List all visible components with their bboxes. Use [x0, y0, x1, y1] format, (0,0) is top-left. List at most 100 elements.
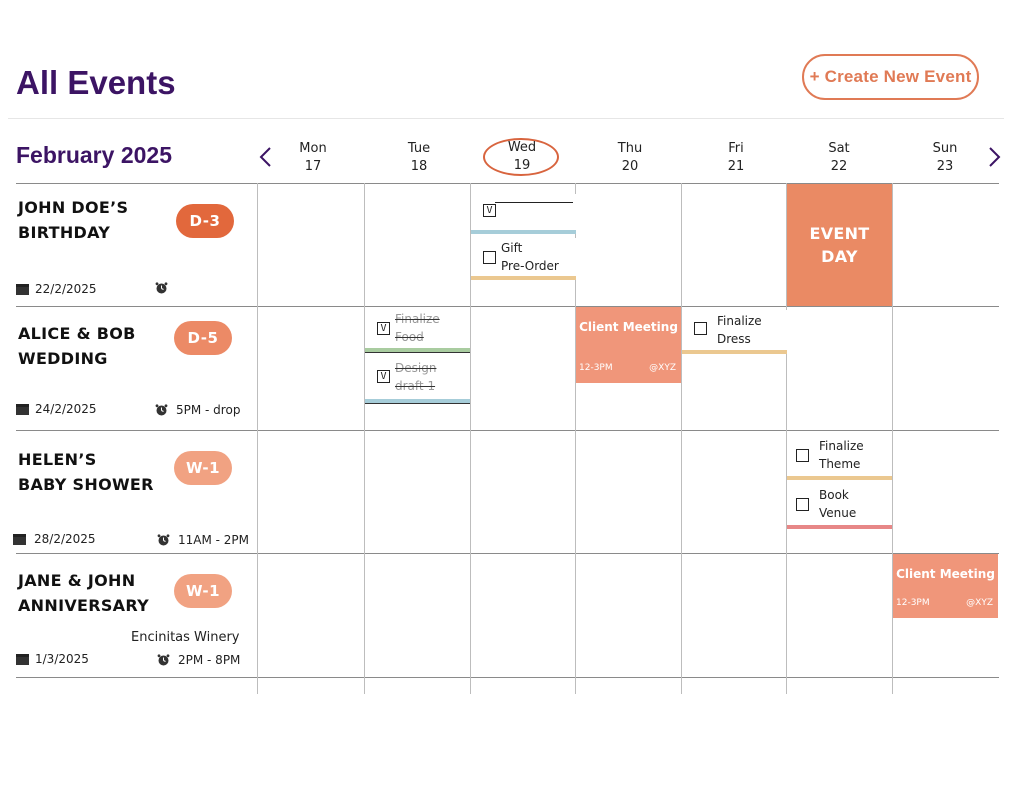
- day-header-wed[interactable]: Wed 19: [482, 139, 562, 175]
- grid-col-line: [681, 183, 682, 694]
- day-header-sun[interactable]: Sun 23: [905, 140, 985, 176]
- countdown-badge: D-5: [174, 321, 232, 355]
- day-number: 21: [727, 159, 745, 174]
- calendar-icon: [16, 284, 29, 295]
- page-title: All Events: [16, 64, 176, 101]
- grid-col-line: [257, 183, 258, 694]
- task-text: Finalize Dress: [717, 314, 762, 346]
- calendar-icon: [16, 404, 29, 415]
- grid-row-line: [16, 553, 999, 554]
- day-name: Tue: [407, 141, 431, 156]
- task-card[interactable]: V Finalize Food: [365, 310, 470, 353]
- task-checkbox[interactable]: [483, 251, 496, 264]
- grid-row-line: [16, 306, 999, 307]
- event-name[interactable]: JANE & JOHN ANNIVERSARY: [18, 571, 149, 615]
- event-date: 22/2/2025: [16, 282, 97, 296]
- day-number: 19: [513, 158, 531, 173]
- task-checkbox[interactable]: [694, 322, 707, 335]
- task-checkbox[interactable]: [796, 449, 809, 462]
- day-header-mon[interactable]: Mon 17: [273, 140, 353, 176]
- meeting-card[interactable]: Client Meeting 12-3PM @XYZ: [576, 307, 681, 383]
- day-name: Sun: [932, 141, 958, 156]
- task-text: Finalize Food: [395, 312, 440, 344]
- task-text: Book Venue: [819, 488, 857, 520]
- grid-col-line: [575, 183, 576, 694]
- task-card[interactable]: Gift Pre-Order: [471, 238, 576, 280]
- next-week-chevron-icon[interactable]: [982, 144, 1006, 170]
- day-name: Mon: [299, 141, 327, 156]
- task-color-bar: [682, 350, 787, 354]
- day-number: 20: [621, 159, 639, 174]
- prev-week-chevron-icon[interactable]: [254, 144, 278, 170]
- task-card[interactable]: Book Venue: [787, 484, 892, 529]
- event-day-block[interactable]: EVENT DAY: [787, 184, 892, 306]
- meeting-time: 12-3PM: [579, 363, 613, 373]
- day-header-fri[interactable]: Fri 21: [696, 140, 776, 176]
- task-color-bar: [365, 348, 470, 352]
- calendar-icon: [16, 654, 29, 665]
- event-time-text: 11AM - 2PM: [178, 533, 250, 547]
- meeting-location: @XYZ: [649, 363, 676, 373]
- day-header-thu[interactable]: Thu 20: [590, 140, 670, 176]
- day-name: Fri: [728, 141, 744, 156]
- grid-col-line: [786, 183, 787, 694]
- task-checkbox[interactable]: V: [377, 322, 390, 335]
- grid-col-line: [470, 183, 471, 694]
- event-time: [155, 282, 168, 294]
- event-date: 24/2/2025: [16, 402, 97, 416]
- grid-col-line: [892, 183, 893, 694]
- header-divider: [8, 118, 1004, 119]
- day-number: 22: [830, 159, 848, 174]
- event-date-text: 22/2/2025: [35, 282, 97, 296]
- task-color-bar: [471, 230, 576, 234]
- event-name[interactable]: JOHN DOE’S BIRTHDAY: [18, 198, 129, 242]
- month-label: February 2025: [16, 142, 172, 168]
- task-checkbox[interactable]: V: [483, 204, 496, 217]
- day-number: 17: [304, 159, 322, 174]
- alarm-clock-icon: [155, 404, 168, 416]
- task-checkbox[interactable]: [796, 498, 809, 511]
- alarm-clock-icon: [157, 534, 170, 546]
- meeting-title: Client Meeting: [896, 567, 995, 581]
- countdown-badge: W-1: [174, 451, 232, 485]
- countdown-badge: D-3: [176, 204, 234, 238]
- event-date-text: 28/2/2025: [34, 532, 96, 546]
- task-color-bar: [787, 525, 892, 529]
- task-card[interactable]: V: [471, 194, 576, 234]
- meeting-card[interactable]: Client Meeting 12-3PM @XYZ: [893, 554, 998, 618]
- event-name[interactable]: ALICE & BOB WEDDING: [18, 324, 136, 368]
- day-header-sat[interactable]: Sat 22: [799, 140, 879, 176]
- event-date: 28/2/2025: [13, 532, 96, 546]
- task-text: Gift Pre-Order: [501, 241, 559, 273]
- meeting-location: @XYZ: [966, 598, 993, 608]
- day-name: Sat: [828, 141, 850, 156]
- grid-col-line: [364, 183, 365, 694]
- grid-row-line: [16, 677, 999, 678]
- task-checkbox[interactable]: V: [377, 370, 390, 383]
- calendar-icon: [13, 534, 26, 545]
- day-name: Wed: [507, 140, 537, 155]
- alarm-clock-icon: [157, 654, 170, 666]
- strikethrough-line: [495, 202, 573, 203]
- grid-row-line: [16, 183, 999, 184]
- event-name[interactable]: HELEN’S BABY SHOWER: [18, 450, 154, 494]
- event-time: 2PM - 8PM: [157, 653, 240, 667]
- task-card[interactable]: V Design draft 1: [365, 356, 470, 404]
- create-new-event-button[interactable]: + Create New Event: [802, 54, 979, 100]
- task-card[interactable]: Finalize Dress: [682, 310, 787, 354]
- event-date-text: 24/2/2025: [35, 402, 97, 416]
- task-text: Finalize Theme: [819, 439, 864, 471]
- event-time: 5PM - drop: [155, 403, 240, 417]
- meeting-time: 12-3PM: [896, 598, 930, 608]
- day-header-tue[interactable]: Tue 18: [379, 140, 459, 176]
- task-color-bar: [365, 399, 470, 403]
- task-card[interactable]: Finalize Theme: [787, 435, 892, 480]
- today-highlight-ring: [483, 138, 559, 176]
- task-color-bar: [471, 276, 576, 280]
- event-time-text: 5PM - drop: [176, 403, 241, 417]
- task-color-bar: [787, 476, 892, 480]
- day-number: 23: [936, 159, 954, 174]
- alarm-clock-icon: [155, 282, 168, 294]
- event-time-text: 2PM - 8PM: [178, 653, 241, 667]
- meeting-title: Client Meeting: [579, 320, 678, 334]
